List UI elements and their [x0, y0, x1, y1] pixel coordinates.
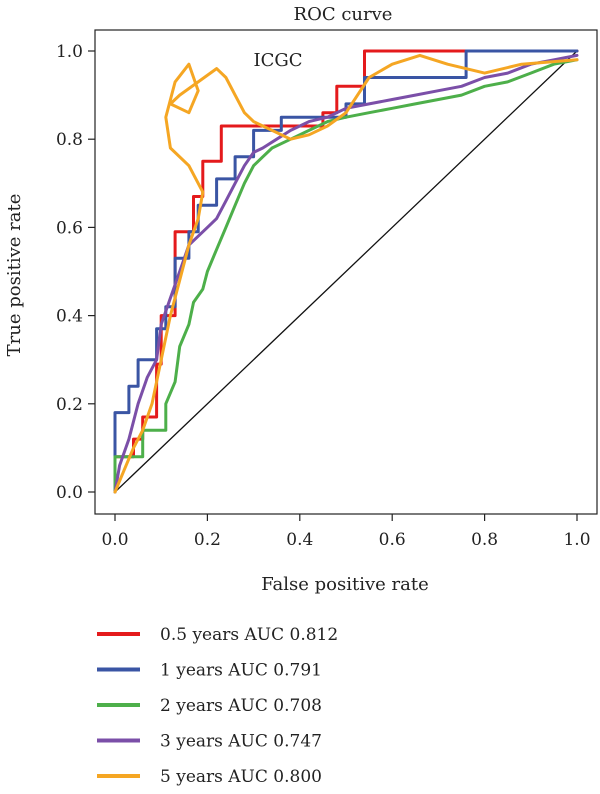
plot-frame	[94, 29, 598, 515]
y-tick-label: 0.2	[56, 395, 83, 415]
x-axis-label: False positive rate	[261, 574, 428, 595]
legend-label-2: 1 years AUC 0.791	[160, 661, 322, 681]
chart-title: ROC curve	[294, 4, 393, 25]
y-axis-label: True positive rate	[4, 194, 25, 357]
x-tick-label: 0.2	[194, 530, 221, 550]
legend-label-4: 3 years AUC 0.747	[160, 732, 322, 752]
y-tick-label: 0.6	[56, 218, 83, 238]
x-tick-label: 0.8	[471, 530, 498, 550]
legend-label-3: 2 years AUC 0.708	[160, 696, 322, 716]
x-tick-label: 0.4	[286, 530, 313, 550]
y-axis-ticks: 0.0 0.2 0.4 0.6 0.8 1.0	[56, 42, 95, 503]
series-line-3	[113, 58, 579, 494]
chart-annotation: ICGC	[253, 50, 302, 71]
series-line-4	[113, 53, 579, 494]
x-tick-label: 1.0	[563, 530, 590, 550]
series-layer	[113, 49, 579, 494]
legend: 0.5 years AUC 0.812 1 years AUC 0.791 2 ye…	[97, 625, 338, 787]
x-axis-ticks: 0.0 0.2 0.4 0.6 0.8 1.0	[101, 514, 591, 550]
plot-border	[94, 29, 598, 515]
diagonal-reference-line	[114, 50, 578, 493]
x-tick-label: 0.6	[379, 530, 406, 550]
x-tick-label: 0.0	[101, 530, 128, 550]
legend-label-5: 5 years AUC 0.800	[160, 767, 322, 787]
y-tick-label: 0.8	[56, 130, 83, 150]
y-tick-label: 0.0	[56, 483, 83, 503]
y-tick-label: 1.0	[56, 42, 83, 62]
legend-label-1: 0.5 years AUC 0.812	[160, 625, 338, 645]
y-tick-label: 0.4	[56, 307, 83, 327]
series-line-5	[113, 53, 579, 494]
